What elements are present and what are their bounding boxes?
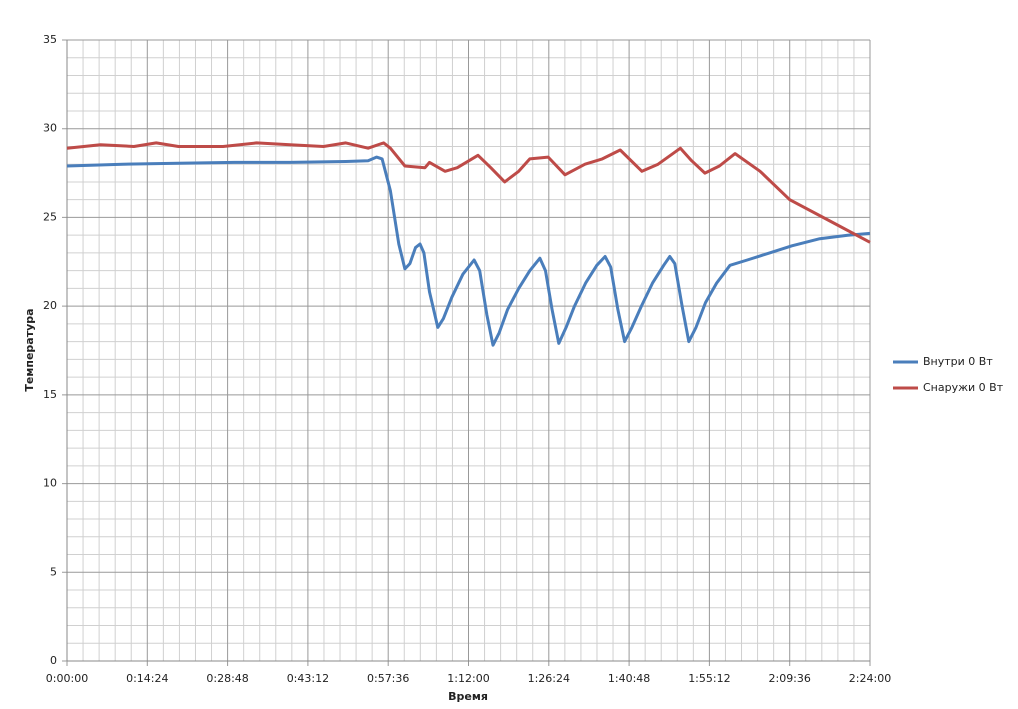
x-tick-label: 0:14:24 — [126, 672, 168, 685]
y-tick-label: 10 — [43, 477, 57, 490]
x-tick-label: 1:40:48 — [608, 672, 650, 685]
y-tick-label: 15 — [43, 388, 57, 401]
x-tick-label: 0:43:12 — [287, 672, 329, 685]
x-axis-title: Время — [448, 690, 488, 703]
y-tick-label: 5 — [50, 565, 57, 578]
x-tick-label: 1:55:12 — [688, 672, 730, 685]
x-tick-label: 0:57:36 — [367, 672, 409, 685]
x-tick-label: 0:00:00 — [46, 672, 88, 685]
legend-label: Снаружи 0 Вт — [923, 381, 1004, 394]
y-axis-title: Температура — [23, 308, 36, 391]
data-line — [66, 141, 871, 244]
y-tick-label: 30 — [43, 122, 57, 135]
data-line — [66, 155, 871, 347]
y-tick-label: 20 — [43, 299, 57, 312]
x-tick-label: 1:26:24 — [528, 672, 570, 685]
y-tick-label: 25 — [43, 210, 57, 223]
x-tick-label: 2:09:36 — [768, 672, 810, 685]
y-tick-label: 0 — [50, 654, 57, 667]
x-tick-label: 2:24:00 — [849, 672, 891, 685]
legend-label: Внутри 0 Вт — [923, 355, 993, 368]
y-tick-label: 35 — [43, 33, 57, 46]
x-tick-label: 0:28:48 — [206, 672, 248, 685]
x-tick-label: 1:12:00 — [447, 672, 489, 685]
